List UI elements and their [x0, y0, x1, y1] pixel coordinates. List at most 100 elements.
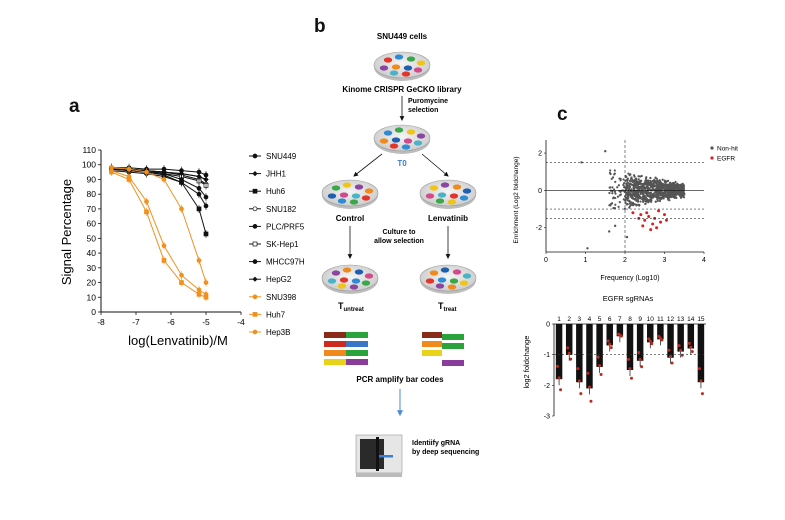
colony	[337, 283, 347, 289]
t0-label: T0	[397, 159, 407, 168]
data-point	[644, 177, 648, 180]
data-point	[648, 194, 651, 197]
y-tick-label: -2	[544, 383, 550, 390]
data-point	[617, 205, 620, 208]
replicate-point	[579, 392, 583, 396]
colony	[459, 195, 469, 201]
data-point	[655, 192, 658, 196]
data-point	[604, 150, 607, 153]
data-point	[661, 185, 664, 189]
category-label: 12	[667, 316, 675, 323]
legend-label: Huh6	[266, 187, 286, 196]
bar	[687, 324, 695, 349]
data-point	[634, 181, 637, 184]
legend-entry: HepG2	[249, 275, 292, 284]
data-point	[681, 186, 685, 189]
bar	[576, 324, 583, 383]
data-point	[630, 195, 634, 199]
replicate-point	[566, 346, 570, 350]
replicate-point	[667, 348, 671, 352]
barcode-bar	[422, 332, 442, 338]
legend-marker	[252, 312, 258, 317]
data-point	[613, 224, 617, 228]
colony	[327, 278, 337, 284]
data-point	[637, 178, 640, 181]
data-point	[664, 189, 667, 192]
data-point	[668, 199, 671, 202]
data-point	[665, 180, 668, 183]
legend-marker	[252, 188, 258, 194]
colony	[437, 277, 447, 283]
data-point	[675, 187, 679, 190]
data-point	[618, 177, 621, 180]
bar	[606, 324, 613, 346]
x-tick-label: 0	[544, 257, 548, 264]
barcode-bar	[324, 341, 346, 347]
egfr-point	[649, 228, 653, 232]
bar	[667, 324, 674, 358]
y-tick-label: -2	[536, 225, 542, 232]
colony	[327, 193, 337, 199]
colony	[391, 64, 401, 70]
replicate-point	[700, 392, 704, 396]
data-point	[669, 188, 673, 191]
data-point	[655, 190, 658, 194]
data-point	[635, 204, 638, 207]
barcode-bar	[346, 341, 368, 347]
data-point	[622, 183, 625, 187]
replicate-point	[640, 365, 644, 369]
data-point	[626, 181, 630, 185]
data-point	[626, 194, 629, 197]
data-point	[636, 200, 640, 203]
x-tick-label: -5	[202, 317, 210, 327]
replicate-point	[689, 345, 693, 349]
y-tick-label: 40	[87, 248, 97, 258]
colony	[379, 65, 389, 71]
egfr-point	[647, 215, 651, 219]
egfr-point	[659, 220, 663, 224]
legend-label: SNU398	[266, 293, 297, 302]
data-point	[626, 203, 629, 206]
chart-legend: SNU449 JHH1 Huh6 SNU182 PLC/PRF5 SK-Hep1 MHCC9…	[249, 152, 305, 337]
egfr-sgrna-bar-chart: EGFR sgRNAs 1 2 3 4 5 6 7 8 9 10 11 12 13 14 15 0-1-2-…	[522, 294, 706, 421]
data-point	[628, 205, 632, 208]
data-point	[681, 193, 684, 196]
data-point	[675, 196, 678, 200]
y-tick-label: 80	[87, 189, 97, 199]
colony	[342, 267, 352, 273]
data-point	[631, 193, 634, 196]
colony	[440, 267, 450, 273]
data-point	[644, 187, 647, 190]
bar-group: 11	[657, 316, 664, 346]
data-point	[630, 183, 633, 186]
x-tick-label: 1	[584, 257, 588, 264]
replicate-point	[559, 388, 563, 392]
x-tick-label: -7	[132, 317, 140, 327]
data-point	[639, 192, 642, 195]
data-point	[614, 180, 617, 183]
data-point	[632, 183, 635, 186]
replicate-point	[608, 342, 612, 346]
replicate-point	[687, 341, 691, 345]
bar-group: 4	[586, 316, 593, 403]
data-point	[626, 191, 629, 194]
data-point	[644, 196, 647, 199]
data-point	[623, 190, 626, 193]
colony	[406, 56, 416, 62]
barcode-bar	[346, 350, 368, 356]
pcr-label: PCR amplify bar codes	[356, 375, 444, 384]
colony	[339, 192, 349, 198]
data-point	[629, 180, 633, 183]
colony	[349, 199, 359, 205]
barcode-bar	[422, 350, 442, 356]
bar-group: 15	[697, 316, 705, 396]
egfr-point	[655, 226, 659, 230]
colony	[364, 273, 374, 279]
data-point	[654, 200, 657, 203]
colony	[403, 138, 413, 144]
cells-title: SNU449 cells	[377, 32, 428, 41]
replicate-point	[569, 357, 573, 361]
data-point	[625, 183, 628, 186]
replicate-point	[619, 334, 623, 338]
data-point	[645, 198, 648, 201]
